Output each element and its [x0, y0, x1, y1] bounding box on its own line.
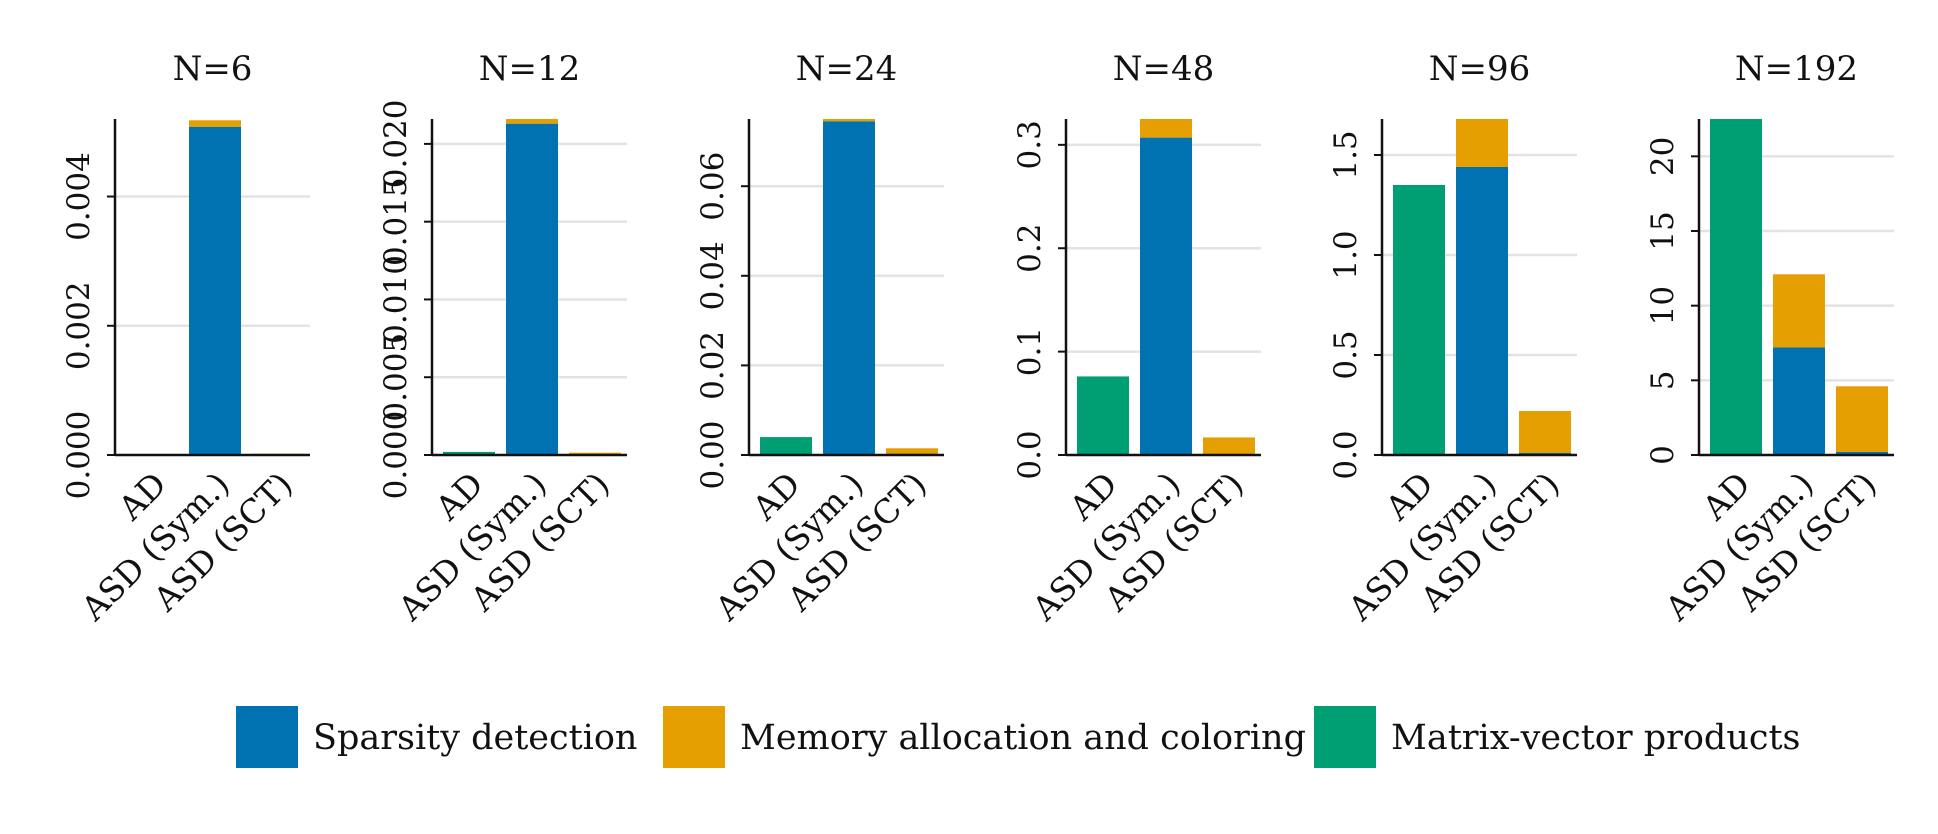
y-tick-label: 1.0 [1328, 230, 1364, 279]
y-tick-label: 0.010 [378, 255, 414, 344]
legend-item-memory: Memory allocation and coloring [663, 706, 1306, 768]
panel-title: N=48 [1113, 49, 1215, 89]
bar-matvec-ad [1077, 376, 1129, 455]
bar-matvec-ad [760, 437, 812, 455]
bar-matvec-ad [1710, 119, 1762, 455]
y-tick-label: 0 [1645, 445, 1681, 465]
bar-memory-asd-sct [1203, 437, 1255, 454]
y-tick-label: 0.06 [695, 152, 731, 221]
y-tick-label: 10 [1645, 286, 1681, 325]
bar-memory-asd-sym [1140, 119, 1192, 138]
bar-matvec-ad [1393, 185, 1445, 455]
y-tick-label: 0.04 [695, 241, 731, 310]
panel-title: N=6 [173, 49, 253, 89]
y-tick-label: 0.002 [61, 281, 97, 370]
y-tick-label: 0.2 [1012, 224, 1048, 273]
y-tick-label: 0.5 [1328, 330, 1364, 379]
y-tick-label: 0.02 [695, 331, 731, 400]
bar-sparsity-asd-sct [1836, 452, 1888, 455]
bar-memory-asd-sym [506, 119, 558, 124]
bar-memory-asd-sct [1519, 411, 1571, 453]
y-tick-label: 20 [1645, 137, 1681, 176]
bar-memory-asd-sym [1456, 119, 1508, 167]
bar-sparsity-asd-sym [189, 126, 241, 455]
y-tick-label: 0.000 [378, 411, 414, 500]
y-tick-label: 0.000 [61, 411, 97, 500]
panel-title: N=24 [796, 49, 898, 89]
panel-title: N=192 [1735, 49, 1858, 89]
y-tick-label: 0.004 [61, 152, 97, 241]
legend-label-memory: Memory allocation and coloring [740, 718, 1306, 758]
bar-sparsity-asd-sym [1140, 137, 1192, 455]
bar-sparsity-asd-sym [823, 121, 875, 456]
bar-memory-asd-sym [189, 120, 241, 127]
bar-memory-asd-sct [1836, 386, 1888, 453]
bar-sparsity-asd-sym [1456, 167, 1508, 455]
y-tick-label: 5 [1645, 370, 1681, 390]
panel-title: N=12 [479, 49, 581, 89]
legend-swatch-memory [663, 706, 725, 768]
legend: Sparsity detection Memory allocation and… [236, 706, 1801, 768]
legend-label-sparsity: Sparsity detection [313, 718, 637, 758]
legend-swatch-sparsity [236, 706, 298, 768]
y-tick-label: 0.0 [1328, 430, 1364, 479]
y-tick-label: 0.015 [378, 177, 414, 266]
legend-swatch-matvec [1314, 706, 1376, 768]
y-tick-label: 0.0 [1012, 430, 1048, 479]
y-tick-label: 1.5 [1328, 130, 1364, 179]
legend-item-matvec: Matrix-vector products [1314, 706, 1801, 768]
legend-item-sparsity: Sparsity detection [236, 706, 637, 768]
bar-sparsity-asd-sym [506, 123, 558, 456]
bar-memory-asd-sct [886, 448, 938, 454]
bar-memory-asd-sym [1773, 274, 1825, 348]
y-tick-label: 0.1 [1012, 327, 1048, 376]
legend-label-matvec: Matrix-vector products [1391, 718, 1801, 758]
y-tick-label: 0.020 [378, 100, 414, 189]
panel-title: N=96 [1429, 49, 1531, 89]
bar-memory-asd-sym [823, 119, 875, 122]
y-tick-label: 15 [1645, 211, 1681, 250]
y-tick-label: 0.00 [695, 420, 731, 489]
bar-memory-asd-sct [569, 452, 621, 455]
bar-sparsity-asd-sym [1773, 347, 1825, 455]
y-tick-label: 0.005 [378, 333, 414, 422]
y-tick-label: 0.3 [1012, 120, 1048, 169]
bar-matvec-ad [443, 451, 495, 455]
